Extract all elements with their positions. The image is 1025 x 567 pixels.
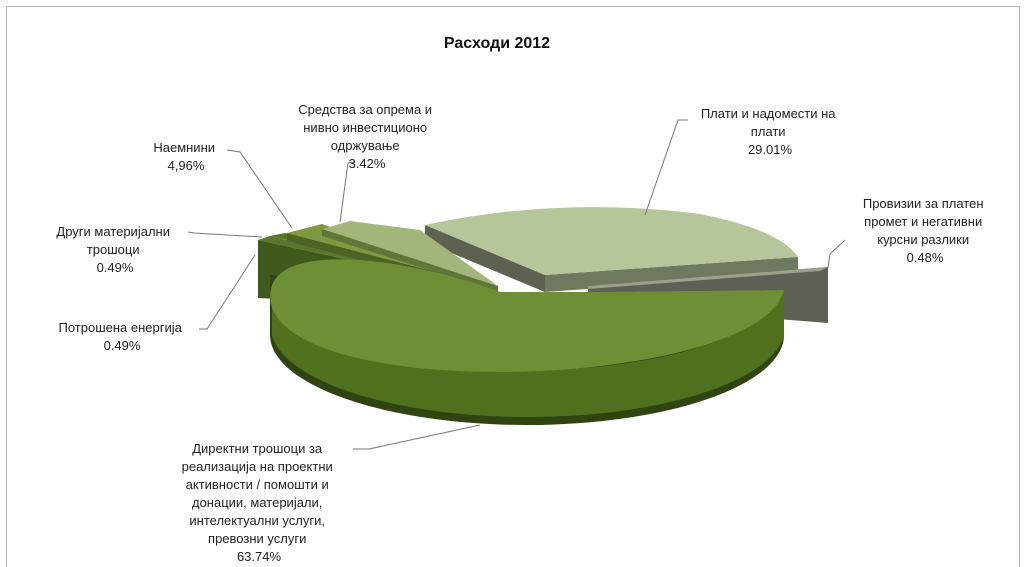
data-label-direktni: Директни трошоци за реализација на проек… [182, 441, 337, 561]
leader-line-plati [644, 119, 688, 216]
data-label-naemnini: Наемнини 4,96% [153, 140, 218, 173]
leader-line-potroshena [199, 254, 256, 330]
slice-sredstva [322, 221, 498, 292]
leader-line-naemnini [226, 149, 293, 229]
leader-line-sredstva [339, 161, 356, 223]
leader-line-provizii [827, 239, 846, 269]
data-labels: Плати и надомести на плати 29.01% Провиз… [56, 102, 987, 561]
data-label-provizii: Провизии за платен промет и негативни ку… [863, 196, 987, 265]
slice-direktni [270, 259, 785, 425]
leader-line-drugi [187, 231, 263, 238]
leader-lines [187, 119, 846, 450]
slice-plati [425, 207, 798, 292]
chart-frame [6, 6, 1020, 567]
data-label-drugi: Други материјални трошоци 0.49% [56, 224, 173, 275]
chart-title: Расходи 2012 [444, 35, 550, 52]
pie-slices [258, 207, 828, 425]
leader-line-direktni [353, 424, 481, 450]
data-label-plati: Плати и надомести на плати 29.01% [701, 106, 839, 157]
data-label-sredstva: Средства за опрема и нивно инвестиционо … [298, 102, 435, 171]
data-label-potroshena: Потрошена енергија 0.49% [59, 320, 186, 353]
